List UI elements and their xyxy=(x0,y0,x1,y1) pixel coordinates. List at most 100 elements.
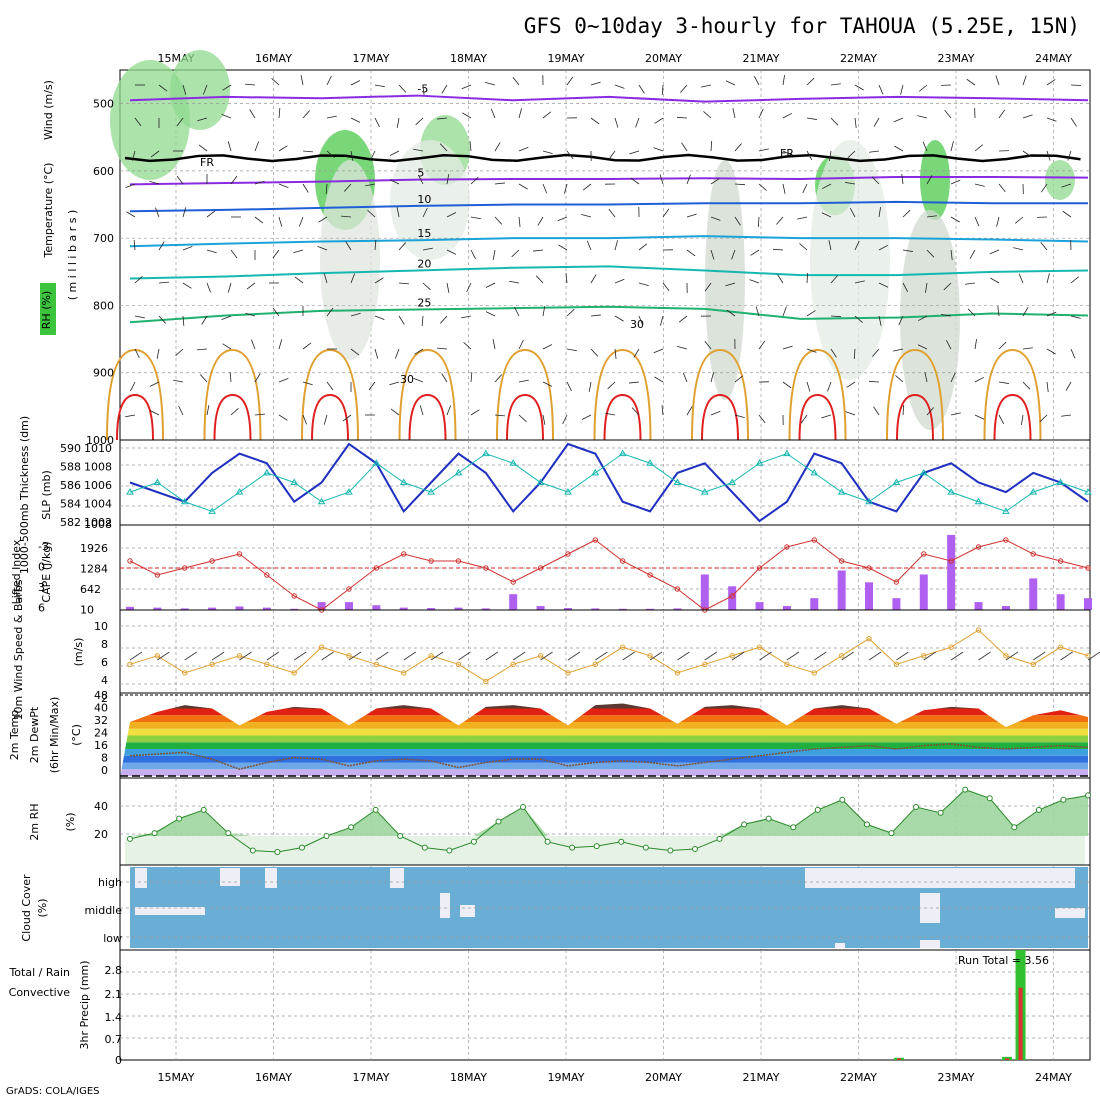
rh2m-unit-label: (%) xyxy=(64,812,77,831)
wind-barb xyxy=(846,381,856,388)
isotherm-35-arch xyxy=(896,393,934,441)
wind-barb xyxy=(614,348,617,359)
temp-band xyxy=(120,742,1088,749)
wind-barb xyxy=(974,414,985,420)
wind-barb xyxy=(710,140,713,152)
li-point xyxy=(893,579,900,585)
wind-barb xyxy=(917,115,928,119)
rh-line xyxy=(129,789,1089,853)
slp-tick: 1010 xyxy=(84,442,112,455)
wind-barb xyxy=(1061,183,1072,188)
wind-barb xyxy=(1014,216,1024,224)
precip-tick: 0.7 xyxy=(105,1033,123,1046)
minmax-axis-label: (6hr Min/Max) xyxy=(48,697,61,774)
wind-barb xyxy=(422,207,428,218)
wind-barb xyxy=(677,346,688,350)
wind-barb xyxy=(176,175,184,185)
wind-barb xyxy=(759,651,772,661)
wind-speed-point xyxy=(318,644,325,650)
wind-barb xyxy=(492,339,496,350)
thickness-point xyxy=(618,449,627,457)
wind-barb xyxy=(750,249,760,256)
wind-barb xyxy=(622,651,635,661)
wind-barb xyxy=(629,381,640,384)
wind-barb xyxy=(512,651,526,661)
wind-barb xyxy=(567,651,581,661)
wind-barb xyxy=(710,372,714,383)
wind-axis-label: 10m Wind Speed & Barbs xyxy=(12,579,25,720)
wind-barb xyxy=(830,348,837,358)
thickness-point xyxy=(564,488,572,495)
wind-barb xyxy=(440,315,448,324)
wind-barb xyxy=(878,282,889,288)
wind-barb xyxy=(893,117,904,123)
isotherm-30-arch xyxy=(593,348,652,441)
wind-barb xyxy=(605,412,616,416)
wind-barb xyxy=(978,651,991,661)
rh2m-panel: 40 20 2m RH (%) xyxy=(28,777,1091,866)
rh-point xyxy=(839,796,846,803)
rh-point xyxy=(618,838,625,845)
wind-barb xyxy=(398,242,406,251)
rh-point xyxy=(593,843,600,850)
wind-barb xyxy=(398,315,405,325)
cape-axis-label: CAPE (J/kg) xyxy=(40,541,53,602)
isotherm-30-arch xyxy=(788,348,847,441)
wind-speed-point xyxy=(592,661,599,668)
cape-tick: 1284 xyxy=(80,563,108,576)
li-point xyxy=(373,565,380,571)
cape-tick: 642 xyxy=(80,583,101,596)
wind-barb xyxy=(995,75,1000,86)
wind-barb xyxy=(974,339,977,350)
wind-speed-point xyxy=(948,644,954,650)
wind-barb xyxy=(182,315,185,326)
wind-barb xyxy=(797,216,808,220)
wind-barb xyxy=(540,651,553,661)
li-point xyxy=(483,565,489,571)
wind-speed-point xyxy=(373,661,380,668)
isotherm-35-arch xyxy=(993,393,1032,441)
temp-tick: 48 xyxy=(94,689,108,702)
wind-barb xyxy=(175,348,184,356)
wind-barb xyxy=(654,376,664,383)
wind-barb xyxy=(326,115,337,119)
rh-point xyxy=(397,833,404,839)
isotherm-30-arch xyxy=(203,348,262,441)
wind-barb xyxy=(782,345,793,350)
wind-barb xyxy=(894,145,904,152)
wind-barb xyxy=(1021,414,1024,425)
wind-barb xyxy=(302,342,312,350)
wind-barb xyxy=(686,406,693,416)
cloud-gap xyxy=(220,868,240,886)
date-label-top: 23MAY xyxy=(938,52,975,65)
isotherm-30-arch xyxy=(301,348,359,441)
wind-speed-point xyxy=(401,670,407,676)
wind-barb xyxy=(211,651,225,661)
cape-bar xyxy=(454,607,463,610)
slp-axis-label: SLP (mb) xyxy=(40,470,53,520)
date-label-bottom: 24MAY xyxy=(1035,1071,1072,1084)
wind-speed-point xyxy=(975,627,982,633)
isotherm-35-arch xyxy=(408,393,447,441)
temp-bands xyxy=(120,703,1088,776)
isotherm-label: 30 xyxy=(630,318,644,331)
rh-point xyxy=(913,804,920,810)
wind-barb xyxy=(806,348,817,353)
wind-barb xyxy=(345,241,352,251)
wind-barb xyxy=(849,207,856,218)
wind-barb xyxy=(896,651,909,661)
wind-barb xyxy=(129,651,143,661)
wind-barb xyxy=(342,414,352,422)
cloud-gap xyxy=(135,868,147,888)
li-point xyxy=(428,558,434,564)
wind-barb xyxy=(1040,183,1048,193)
wind-barb xyxy=(950,179,961,185)
date-label-top: 22MAY xyxy=(840,52,877,65)
thickness-point xyxy=(290,478,299,485)
wind-barb xyxy=(806,272,809,284)
wind-barb xyxy=(494,182,505,185)
wind-barb xyxy=(749,279,760,284)
wind-barb xyxy=(182,84,187,95)
wind-barb xyxy=(518,216,521,227)
wind-barb xyxy=(294,276,304,284)
